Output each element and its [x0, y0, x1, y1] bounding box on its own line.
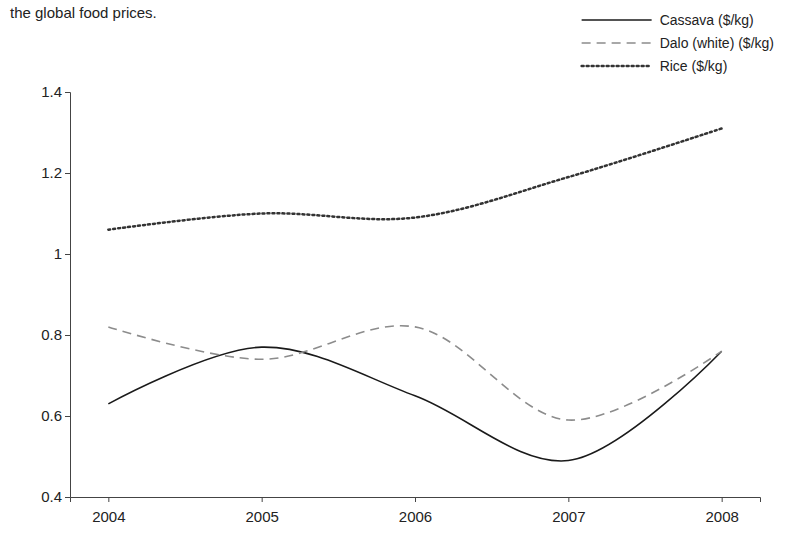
y-tick-label: 0.4	[41, 488, 62, 505]
x-tick-mark	[722, 497, 723, 502]
x-tick: 2007	[552, 497, 585, 525]
x-tick: 2005	[245, 497, 278, 525]
y-tick: 0.4	[41, 488, 70, 505]
x-tick-label: 2004	[92, 508, 125, 525]
x-tick-mark	[415, 497, 416, 502]
legend: Cassava ($/kg) Dalo (white) ($/kg) Rice ($…	[582, 12, 774, 74]
y-tick: 0.6	[41, 407, 70, 424]
x-axis-line	[71, 498, 761, 503]
series-line	[108, 326, 721, 420]
y-tick-label: 1.2	[41, 164, 62, 181]
x-tick-label: 2006	[399, 508, 432, 525]
y-tick: 0.8	[41, 326, 70, 343]
y-tick-mark	[65, 173, 70, 174]
x-tick: 2006	[399, 497, 432, 525]
y-tick-label: 0.6	[41, 407, 62, 424]
legend-item: Rice ($/kg)	[582, 58, 728, 74]
y-axis: 0.4 0.6 0.8 1 1.2 1.4	[41, 83, 70, 505]
x-tick-mark	[108, 497, 109, 502]
plot: 0.4 0.6 0.8 1 1.2 1.4 2004 2005 2006 2007 2008	[41, 83, 760, 524]
legend-label: Dalo (white) ($/kg)	[660, 35, 774, 51]
y-tick-label: 1.4	[41, 83, 62, 100]
x-tick-label: 2005	[245, 508, 278, 525]
y-tick-mark	[65, 335, 70, 336]
legend-swatch	[582, 65, 652, 68]
series-line	[108, 128, 721, 229]
legend-swatch	[582, 19, 652, 21]
legend-swatch	[582, 42, 652, 44]
y-axis-line	[65, 93, 71, 498]
y-tick: 1.4	[41, 83, 70, 100]
x-tick-label: 2008	[705, 508, 738, 525]
legend-label: Cassava ($/kg)	[660, 12, 754, 28]
y-tick-label: 0.8	[41, 326, 62, 343]
y-tick-mark	[65, 254, 70, 255]
y-tick-mark	[65, 497, 70, 498]
y-tick: 1	[54, 245, 70, 262]
legend-item: Cassava ($/kg)	[582, 12, 754, 28]
x-tick-mark	[262, 497, 263, 502]
x-tick-label: 2007	[552, 508, 585, 525]
legend-label: Rice ($/kg)	[660, 58, 728, 74]
y-tick-mark	[65, 416, 70, 417]
legend-item: Dalo (white) ($/kg)	[582, 35, 774, 51]
x-tick-mark	[568, 497, 569, 502]
y-tick-label: 1	[54, 245, 62, 262]
title: the global food prices.	[10, 4, 157, 21]
x-axis: 2004 2005 2006 2007 2008	[71, 497, 761, 525]
lines	[108, 128, 721, 461]
x-tick: 2008	[705, 497, 738, 525]
y-tick-mark	[65, 92, 70, 93]
chart: the global food prices. 0.4 0.6 0.8 1 1.2 1.4 2…	[0, 0, 786, 545]
x-tick: 2004	[92, 497, 125, 525]
y-tick: 1.2	[41, 164, 70, 181]
